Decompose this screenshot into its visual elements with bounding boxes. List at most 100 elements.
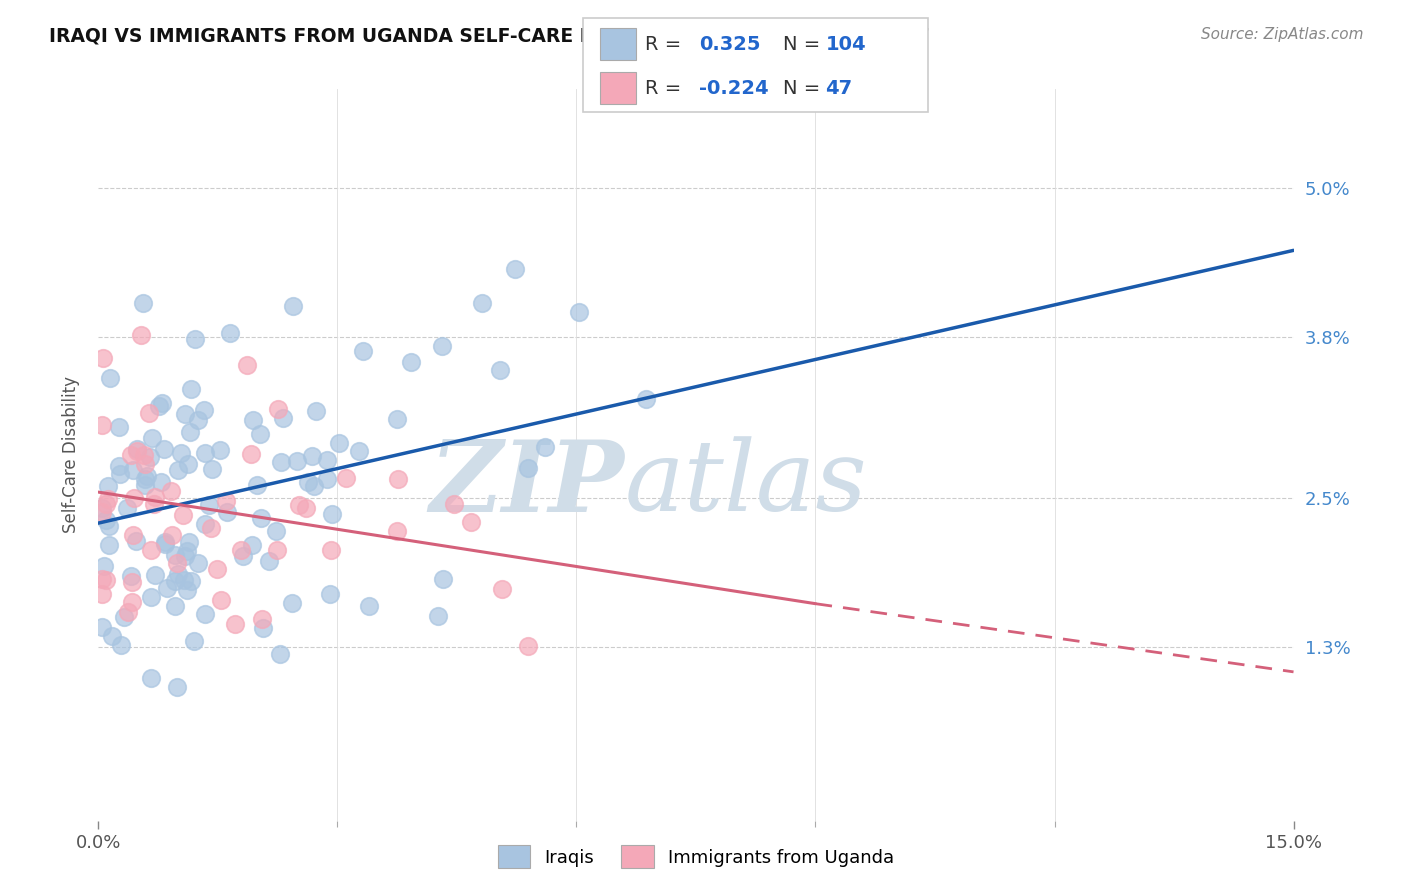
Point (242, 413, 264, 427)
Point (201, 462, 224, 476)
Point (432, 339, 454, 353)
Point (91, 572, 114, 586)
Point (385, 524, 408, 538)
Point (179, 425, 201, 439)
Point (224, 617, 246, 632)
Point (271, 411, 294, 425)
Point (121, 594, 143, 608)
Point (488, 362, 510, 376)
Point (166, 680, 188, 694)
Point (138, 450, 160, 465)
Point (250, 510, 273, 524)
Point (349, 444, 371, 458)
Text: N =: N = (783, 78, 827, 97)
Point (112, 609, 135, 624)
Point (357, 599, 380, 613)
Point (165, 574, 187, 588)
Point (165, 548, 187, 562)
Point (387, 412, 409, 426)
Point (427, 609, 450, 624)
Point (184, 332, 207, 346)
Point (173, 549, 195, 564)
Point (209, 442, 232, 457)
Point (143, 497, 166, 511)
Point (97, 538, 120, 552)
Point (145, 491, 167, 505)
Point (219, 326, 242, 341)
Point (319, 543, 342, 558)
Text: ZIP: ZIP (429, 436, 624, 533)
Point (143, 568, 166, 582)
Text: IRAQI VS IMMIGRANTS FROM UGANDA SELF-CARE DISABILITY CORRELATION CHART: IRAQI VS IMMIGRANTS FROM UGANDA SELF-CAR… (49, 27, 928, 45)
Point (94, 573, 117, 587)
Point (148, 399, 170, 413)
Point (163, 599, 186, 613)
Point (401, 355, 423, 369)
Point (187, 556, 209, 570)
Point (149, 475, 172, 490)
Point (432, 572, 454, 586)
Point (132, 295, 155, 310)
Point (297, 475, 319, 490)
Point (634, 392, 657, 407)
Point (108, 467, 131, 481)
Point (134, 448, 156, 462)
Point (120, 569, 142, 583)
Legend: Iraqis, Immigrants from Uganda: Iraqis, Immigrants from Uganda (488, 836, 904, 878)
Point (266, 542, 288, 557)
Point (217, 505, 239, 519)
Point (316, 453, 339, 467)
Point (141, 591, 163, 605)
Point (125, 534, 148, 549)
Point (252, 612, 274, 626)
Point (335, 471, 357, 485)
Point (96, 513, 118, 527)
Point (129, 328, 152, 343)
Point (193, 403, 215, 417)
Point (170, 446, 193, 460)
Text: R =: R = (645, 35, 688, 54)
Point (198, 498, 221, 512)
Point (517, 460, 540, 475)
Point (209, 593, 232, 607)
Point (281, 299, 304, 313)
Point (177, 535, 200, 549)
Point (91, 587, 114, 601)
Point (134, 477, 156, 491)
Point (98, 371, 121, 385)
Point (301, 450, 323, 464)
Point (232, 549, 254, 564)
Point (471, 296, 494, 310)
Point (141, 671, 163, 685)
Text: 0.325: 0.325 (699, 35, 761, 54)
Point (91, 351, 114, 366)
Text: -0.224: -0.224 (699, 78, 769, 97)
Point (287, 453, 309, 467)
Point (136, 468, 159, 483)
Point (180, 574, 202, 588)
Point (249, 427, 271, 442)
Point (176, 583, 198, 598)
Point (97, 492, 120, 507)
Point (246, 478, 269, 492)
Point (287, 498, 309, 512)
Text: atlas: atlas (624, 436, 868, 532)
Point (503, 261, 526, 276)
Point (236, 359, 259, 373)
Point (252, 621, 274, 635)
Text: Source: ZipAtlas.com: Source: ZipAtlas.com (1201, 27, 1364, 42)
Point (240, 538, 263, 552)
Text: 104: 104 (825, 35, 866, 54)
Point (533, 441, 555, 455)
Point (240, 447, 263, 461)
Point (187, 412, 209, 426)
Point (321, 507, 343, 521)
Point (98, 519, 121, 533)
Point (91, 500, 114, 515)
Point (93, 559, 115, 574)
Point (269, 647, 291, 661)
Point (120, 448, 142, 462)
Point (387, 472, 409, 486)
Point (141, 431, 163, 445)
Point (153, 534, 176, 549)
